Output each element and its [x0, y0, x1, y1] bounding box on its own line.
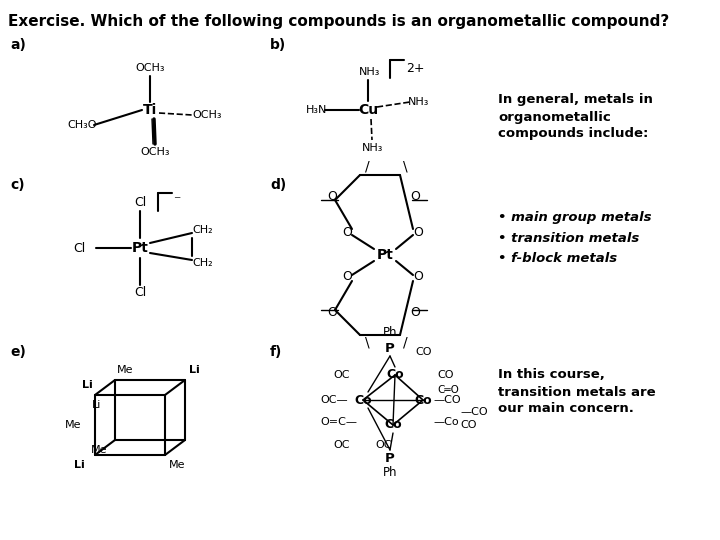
Text: e): e) — [10, 345, 26, 359]
Text: 2+: 2+ — [406, 62, 425, 75]
Text: Me: Me — [65, 420, 81, 430]
Text: d): d) — [270, 178, 287, 192]
Text: —CO: —CO — [433, 395, 461, 405]
Text: Me: Me — [169, 460, 186, 470]
Text: OC: OC — [333, 440, 349, 450]
Text: O: O — [413, 271, 423, 284]
Text: OC: OC — [375, 440, 392, 450]
Text: Li: Li — [189, 365, 199, 375]
Text: • f-block metals: • f-block metals — [498, 252, 617, 265]
Text: Li: Li — [82, 380, 93, 390]
Text: Co: Co — [414, 394, 432, 407]
Text: OCH₃: OCH₃ — [192, 110, 222, 120]
Text: Cl: Cl — [134, 287, 146, 300]
Text: transition metals are: transition metals are — [498, 386, 656, 399]
Text: In general, metals in: In general, metals in — [498, 93, 653, 106]
Text: In this course,: In this course, — [498, 368, 605, 381]
Text: Cl: Cl — [73, 241, 85, 254]
Text: —CO: —CO — [460, 407, 487, 417]
Text: Pt: Pt — [377, 248, 393, 262]
Text: f): f) — [270, 345, 282, 359]
Text: our main concern.: our main concern. — [498, 402, 634, 415]
Text: Co: Co — [354, 394, 372, 407]
Text: O: O — [410, 307, 420, 320]
Text: O: O — [327, 307, 337, 320]
Text: CO: CO — [415, 347, 431, 357]
Text: Li: Li — [91, 400, 101, 410]
Text: CH₃O: CH₃O — [67, 120, 96, 130]
Text: Me: Me — [91, 445, 107, 455]
Text: C═O: C═O — [437, 385, 459, 395]
Text: NH₃: NH₃ — [359, 67, 381, 77]
Text: O=C—: O=C— — [320, 417, 357, 427]
Text: CH₂: CH₂ — [192, 225, 212, 235]
Text: ⁻: ⁻ — [173, 194, 181, 208]
Text: O: O — [413, 226, 423, 240]
Text: Co: Co — [384, 418, 402, 431]
Text: OC: OC — [333, 370, 349, 380]
Text: Ti: Ti — [143, 103, 157, 117]
Text: • main group metals: • main group metals — [498, 212, 652, 225]
Text: organometallic: organometallic — [498, 111, 611, 124]
Text: Exercise. Which of the following compounds is an organometallic compound?: Exercise. Which of the following compoun… — [8, 14, 670, 29]
Text: Pt: Pt — [132, 241, 148, 255]
Text: Ph: Ph — [383, 326, 397, 339]
Text: OCH₃: OCH₃ — [140, 147, 170, 157]
Text: O: O — [342, 271, 352, 284]
Text: • transition metals: • transition metals — [498, 232, 639, 245]
Text: /: / — [365, 160, 369, 174]
Text: CO: CO — [437, 370, 454, 380]
Text: OCH₃: OCH₃ — [135, 63, 165, 73]
Text: \: \ — [365, 336, 369, 350]
Text: OC—: OC— — [320, 395, 348, 405]
Text: P: P — [385, 341, 395, 354]
Text: compounds include:: compounds include: — [498, 127, 649, 140]
Text: NH₃: NH₃ — [408, 97, 429, 107]
Text: a): a) — [10, 38, 26, 52]
Text: Co: Co — [386, 368, 404, 381]
Text: CO: CO — [460, 420, 477, 430]
Text: NH₃: NH₃ — [362, 143, 384, 153]
Text: b): b) — [270, 38, 287, 52]
Text: \: \ — [402, 160, 408, 174]
Text: Cl: Cl — [134, 197, 146, 210]
Text: Ph: Ph — [383, 465, 397, 478]
Text: Li: Li — [74, 460, 85, 470]
Text: /: / — [402, 336, 408, 350]
Text: O: O — [342, 226, 352, 240]
Text: H₃N: H₃N — [306, 105, 328, 115]
Text: —Co: —Co — [433, 417, 459, 427]
Text: Cu: Cu — [358, 103, 378, 117]
Text: CH₂: CH₂ — [192, 258, 212, 268]
Text: O: O — [327, 191, 337, 204]
Text: c): c) — [10, 178, 24, 192]
Text: P: P — [385, 451, 395, 464]
Text: O: O — [410, 191, 420, 204]
Text: Me: Me — [117, 365, 133, 375]
